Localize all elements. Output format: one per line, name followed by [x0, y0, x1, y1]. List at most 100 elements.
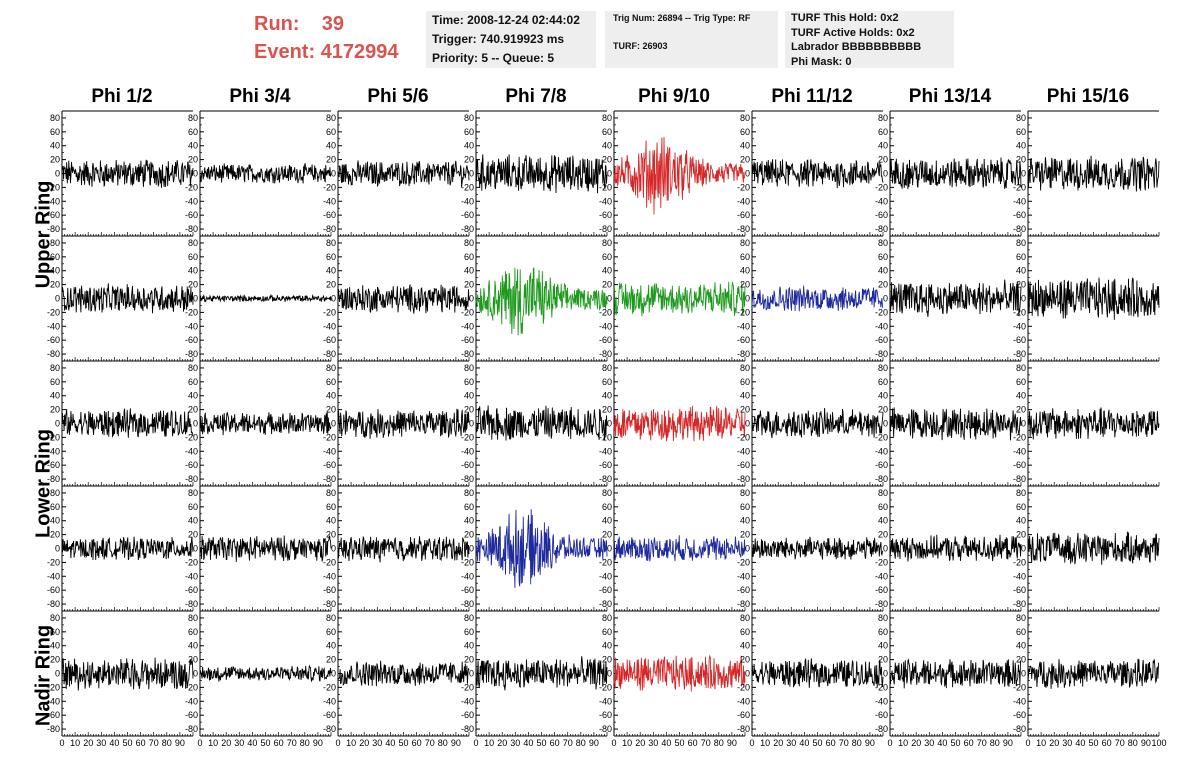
- y-tick-label: 80: [188, 363, 198, 373]
- x-tick-label: 10: [622, 738, 632, 748]
- waveform-panel-r3-c4: -80 -60 -40 -20 0 20 40 60 80: [461, 360, 608, 487]
- x-tick-label: 0: [335, 738, 340, 748]
- y-tick-label: -80: [47, 724, 60, 734]
- y-tick-label: -20: [875, 432, 888, 442]
- y-tick-label: 20: [740, 405, 750, 415]
- y-tick-label: -60: [323, 585, 336, 595]
- y-tick-label: -40: [461, 696, 474, 706]
- y-tick-label: 40: [740, 141, 750, 151]
- y-tick-label: 80: [740, 113, 750, 123]
- y-tick-label: -40: [47, 321, 60, 331]
- y-tick-label: -60: [1013, 335, 1026, 345]
- y-tick-label: 80: [878, 488, 888, 498]
- y-tick-label: -40: [737, 196, 750, 206]
- waveform-trace: [751, 159, 884, 189]
- y-tick-label: 20: [326, 280, 336, 290]
- y-tick-label: 40: [1016, 391, 1026, 401]
- this-hold-text: TURF This Hold: 0x2: [791, 12, 899, 24]
- waveform-trace: [475, 267, 608, 336]
- y-tick-label: -60: [737, 585, 750, 595]
- y-tick-label: 20: [878, 655, 888, 665]
- y-tick-label: 0: [883, 169, 888, 179]
- y-tick-label: -20: [599, 682, 612, 692]
- phi-label-4: Phi 7/8: [505, 86, 567, 107]
- y-tick-label: 0: [55, 169, 60, 179]
- y-tick-label: -60: [875, 585, 888, 595]
- y-tick-label: -20: [875, 182, 888, 192]
- y-tick-label: -80: [599, 224, 612, 234]
- y-tick-label: -80: [461, 724, 474, 734]
- waveform-trace: [61, 408, 194, 438]
- x-tick-label: 70: [149, 738, 159, 748]
- y-tick-label: 40: [740, 266, 750, 276]
- y-tick-label: -60: [875, 210, 888, 220]
- x-tick-label: 20: [221, 738, 231, 748]
- x-tick-label: 40: [109, 738, 119, 748]
- y-tick-label: 20: [50, 530, 60, 540]
- y-tick-label: -60: [461, 210, 474, 220]
- y-tick-label: -60: [185, 335, 198, 345]
- y-tick-label: 20: [602, 655, 612, 665]
- y-tick-label: 20: [602, 530, 612, 540]
- y-tick-label: 60: [326, 127, 336, 137]
- y-tick-label: -40: [47, 571, 60, 581]
- y-tick-label: -80: [1013, 724, 1026, 734]
- y-tick-label: 40: [326, 516, 336, 526]
- y-tick-label: -20: [323, 307, 336, 317]
- y-tick-label: -80: [875, 474, 888, 484]
- y-tick-label: -80: [875, 224, 888, 234]
- y-tick-label: 40: [326, 641, 336, 651]
- waveform-panel-r5-c5: -80 -60 -40 -20 0 20 40 60 80: [599, 610, 746, 737]
- x-tick-label: 70: [563, 738, 573, 748]
- y-tick-label: 40: [602, 391, 612, 401]
- waveform-panel-r3-c1: -80 -60 -40 -20 0 20 40 60 80: [47, 360, 194, 487]
- y-tick-label: -80: [323, 349, 336, 359]
- y-tick-label: -20: [185, 557, 198, 567]
- y-tick-label: 20: [602, 155, 612, 165]
- y-tick-label: 20: [50, 155, 60, 165]
- y-tick-label: 60: [602, 252, 612, 262]
- y-tick-label: 60: [878, 127, 888, 137]
- y-tick-label: 0: [331, 669, 336, 679]
- y-tick-label: 20: [1016, 280, 1026, 290]
- y-tick-label: -80: [737, 724, 750, 734]
- y-tick-label: -20: [47, 682, 60, 692]
- y-tick-label: 0: [1021, 294, 1026, 304]
- y-tick-label: -80: [461, 224, 474, 234]
- event-label: Event:: [254, 41, 316, 63]
- y-tick-label: 80: [602, 488, 612, 498]
- waveform-panel-r4-c5: -80 -60 -40 -20 0 20 40 60 80: [599, 485, 746, 612]
- x-tick-label: 40: [247, 738, 257, 748]
- y-tick-label: 40: [326, 266, 336, 276]
- y-tick-label: 60: [1016, 377, 1026, 387]
- waveform-trace: [199, 664, 332, 682]
- y-tick-label: -20: [737, 432, 750, 442]
- y-tick-label: -40: [737, 696, 750, 706]
- y-tick-label: -80: [599, 724, 612, 734]
- y-tick-label: 0: [745, 669, 750, 679]
- y-tick-label: 40: [740, 516, 750, 526]
- y-tick-label: 80: [326, 363, 336, 373]
- y-tick-label: -20: [1013, 307, 1026, 317]
- y-tick-label: 60: [1016, 627, 1026, 637]
- waveform-panel-r1-c1: -80 -60 -40 -20 0 20 40 60 80: [47, 110, 194, 237]
- y-tick-label: 80: [50, 613, 60, 623]
- x-tick-label: 20: [497, 738, 507, 748]
- waveform-panel-r4-c4: -80 -60 -40 -20 0 20 40 60 80: [461, 485, 608, 612]
- y-tick-label: 80: [188, 488, 198, 498]
- waveform-trace: [337, 536, 470, 563]
- waveform-panel-r1-c7: -80 -60 -40 -20 0 20 40 60 80: [875, 110, 1022, 237]
- x-tick-label: 80: [576, 738, 586, 748]
- y-tick-label: 20: [878, 405, 888, 415]
- y-tick-label: 40: [602, 641, 612, 651]
- y-tick-label: 40: [464, 141, 474, 151]
- y-tick-label: 40: [188, 516, 198, 526]
- x-tick-label: 50: [1088, 738, 1098, 748]
- waveform-panel-r1-c3: -80 -60 -40 -20 0 20 40 60 80: [323, 110, 470, 237]
- y-tick-label: -80: [737, 474, 750, 484]
- x-tick-label: 80: [438, 738, 448, 748]
- y-tick-label: 0: [1021, 544, 1026, 554]
- y-tick-label: 40: [188, 141, 198, 151]
- x-tick-label: 90: [727, 738, 737, 748]
- run-value: 39: [321, 13, 345, 35]
